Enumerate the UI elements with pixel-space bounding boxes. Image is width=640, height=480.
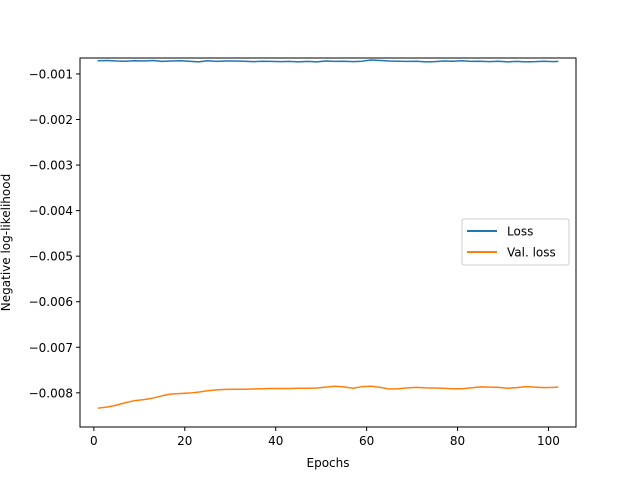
y-axis: −0.001 −0.002 −0.003 −0.004 −0.005 −0.006 −0.0…: [29, 67, 80, 400]
series-line-val-loss: [97, 385, 559, 409]
y-tick-label: −0.003: [29, 159, 73, 173]
legend-label-val-loss: Val. loss: [507, 246, 556, 260]
y-tick-label: −0.008: [29, 386, 73, 400]
axes-frame: [79, 57, 577, 428]
y-axis-label: Negative log-likelihood: [0, 174, 13, 311]
y-tick-label: −0.004: [29, 204, 73, 218]
x-tick-label: 80: [450, 434, 465, 448]
y-tick-label: −0.002: [29, 113, 73, 127]
x-axis: 0 20 40 60 80 100: [90, 427, 560, 448]
y-tick-label: −0.006: [29, 295, 73, 309]
x-tick-label: 20: [177, 434, 192, 448]
x-axis-label: Epochs: [307, 456, 350, 470]
series-layer: [97, 59, 559, 409]
x-tick-label: 60: [359, 434, 374, 448]
legend-label-loss: Loss: [507, 225, 533, 239]
y-tick-label: −0.007: [29, 341, 73, 355]
y-tick-label: −0.005: [29, 250, 73, 264]
x-tick-label: 100: [537, 434, 560, 448]
legend: Loss Val. loss: [461, 218, 570, 266]
x-tick-label: 0: [90, 434, 98, 448]
x-tick-label: 40: [268, 434, 283, 448]
y-tick-label: −0.001: [29, 67, 73, 81]
series-line-loss: [97, 59, 559, 63]
